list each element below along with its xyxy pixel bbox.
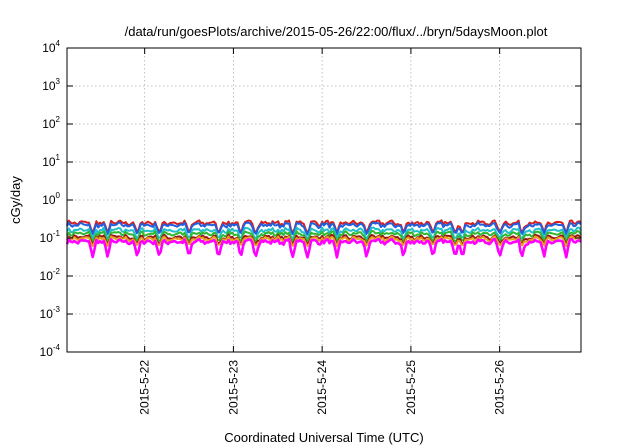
x-tick-label: 2015-5-23 [226, 360, 240, 415]
x-axis-label: Coordinated Universal Time (UTC) [224, 430, 423, 445]
chart-title: /data/run/goesPlots/archive/2015-05-26/2… [125, 24, 548, 39]
axis-ticks [67, 47, 581, 353]
y-tick-label: 101 [42, 153, 60, 169]
series-line [66, 221, 582, 236]
y-tick-labels: 104 103 102 101 100 10-1 10-2 10-3 10-4 [40, 39, 61, 359]
y-tick-label: 100 [42, 191, 60, 207]
y-tick-label: 103 [42, 77, 60, 93]
x-tick-label: 2015-5-25 [404, 360, 418, 415]
y-tick-label: 10-3 [40, 305, 61, 321]
y-tick-label: 10-4 [40, 343, 61, 359]
x-tick-label: 2015-5-24 [315, 360, 329, 415]
series-line [66, 230, 582, 244]
series-line [66, 226, 582, 241]
x-tick-labels: 2015-5-22 2015-5-23 2015-5-24 2015-5-25 2015… [138, 360, 507, 415]
y-tick-label: 10-1 [40, 229, 61, 245]
grid [67, 48, 581, 352]
y-tick-label: 102 [42, 115, 60, 131]
y-axis-label: cGy/day [8, 176, 23, 224]
y-tick-label: 104 [42, 39, 60, 55]
x-tick-label: 2015-5-26 [493, 360, 507, 415]
series-line [65, 237, 582, 259]
x-tick-label: 2015-5-22 [138, 360, 152, 415]
y-tick-label: 10-2 [40, 267, 61, 283]
series-group [65, 219, 582, 259]
